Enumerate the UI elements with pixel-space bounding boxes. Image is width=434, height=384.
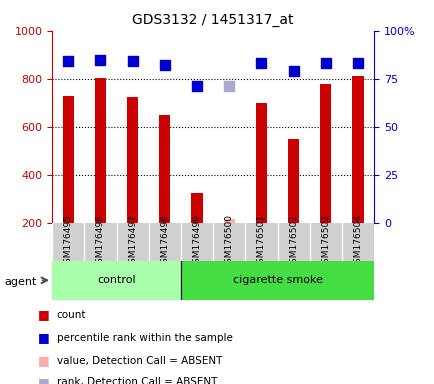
Point — [354, 60, 361, 66]
Text: GSM176504: GSM176504 — [353, 215, 362, 269]
Point — [65, 58, 72, 65]
Text: GSM176496: GSM176496 — [96, 215, 105, 269]
Text: GSM176500: GSM176500 — [224, 214, 233, 270]
Text: agent: agent — [4, 277, 36, 287]
Text: cigarette smoke: cigarette smoke — [232, 275, 322, 285]
Text: GSM176499: GSM176499 — [192, 215, 201, 269]
Text: rank, Detection Call = ABSENT: rank, Detection Call = ABSENT — [56, 377, 217, 384]
Point — [129, 58, 136, 65]
Bar — [62, 96, 74, 223]
Bar — [181, 261, 373, 300]
Text: GSM176501: GSM176501 — [256, 214, 265, 270]
Text: value, Detection Call = ABSENT: value, Detection Call = ABSENT — [56, 356, 221, 366]
Bar — [95, 78, 106, 223]
Title: GDS3132 / 1451317_at: GDS3132 / 1451317_at — [132, 13, 293, 27]
Text: ■: ■ — [37, 308, 49, 321]
Text: count: count — [56, 310, 86, 320]
Point — [289, 68, 296, 74]
Bar — [52, 261, 181, 300]
Text: control: control — [97, 275, 135, 285]
Point — [225, 83, 232, 89]
Point — [193, 83, 200, 89]
Bar — [352, 76, 363, 223]
Point — [322, 60, 329, 66]
Text: ■: ■ — [37, 376, 49, 384]
Point — [161, 62, 168, 68]
Bar — [319, 84, 331, 223]
Text: ■: ■ — [37, 354, 49, 367]
Bar — [287, 139, 299, 223]
Text: GSM176503: GSM176503 — [321, 214, 329, 270]
Bar — [159, 115, 170, 223]
Bar — [191, 193, 202, 223]
Bar — [255, 103, 266, 223]
Point — [257, 60, 264, 66]
Text: GSM176497: GSM176497 — [128, 215, 137, 269]
Point — [97, 56, 104, 63]
Text: GSM176495: GSM176495 — [64, 215, 72, 269]
Text: percentile rank within the sample: percentile rank within the sample — [56, 333, 232, 343]
Bar — [223, 219, 234, 223]
Text: GSM176498: GSM176498 — [160, 215, 169, 269]
Text: ■: ■ — [37, 331, 49, 344]
Text: GSM176502: GSM176502 — [289, 215, 297, 269]
Bar — [127, 97, 138, 223]
